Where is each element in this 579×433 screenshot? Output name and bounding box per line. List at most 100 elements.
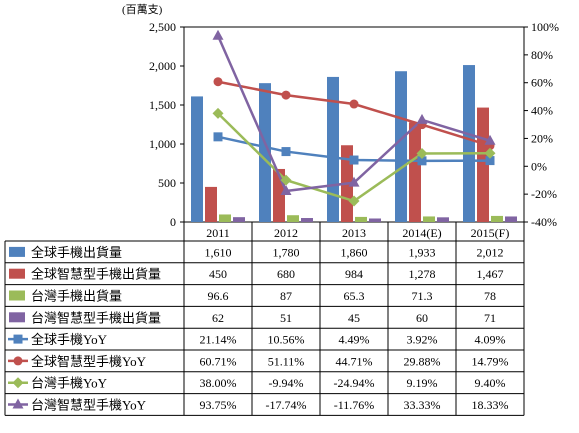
bar — [409, 122, 421, 222]
category-label: 2014(E) — [402, 226, 441, 240]
line-point — [349, 99, 359, 109]
data-label: 60.71% — [200, 354, 237, 368]
legend-entry: 台灣手機出貨量 — [31, 289, 122, 304]
bar — [463, 65, 475, 223]
right-axis-tick-label: 60% — [531, 76, 553, 90]
line-point — [13, 334, 23, 344]
left-axis-tick-label: 2,500 — [149, 20, 176, 34]
legend-swatch — [9, 246, 25, 257]
data-label: 71.3 — [412, 289, 433, 303]
data-label: -24.94% — [334, 376, 375, 390]
data-label: 65.3 — [344, 289, 365, 303]
legend-swatch — [9, 312, 25, 323]
data-label: 51 — [280, 311, 292, 325]
bar — [423, 216, 435, 222]
right-axis-tick-label: -40% — [531, 215, 557, 229]
data-label: 14.79% — [472, 354, 509, 368]
data-label: 10.56% — [268, 333, 305, 347]
bar — [491, 215, 503, 222]
line-point — [213, 132, 223, 142]
data-label: 1,610 — [205, 245, 232, 259]
data-label: 18.33% — [472, 398, 509, 412]
bar — [259, 83, 271, 222]
bar — [287, 215, 299, 222]
data-label: 1,860 — [341, 245, 368, 259]
left-axis-tick-label: 2,000 — [149, 59, 176, 73]
right-axis-tick-label: 20% — [531, 131, 553, 145]
right-axis-tick-label: 100% — [531, 20, 559, 34]
right-axis-tick-label: 40% — [531, 104, 553, 118]
data-label: 9.40% — [475, 376, 506, 390]
line-point — [484, 147, 496, 159]
data-label: 60 — [416, 311, 428, 325]
left-axis-tick-label: 1,500 — [149, 98, 176, 112]
legend-entry: 全球智慧型手機YoY — [31, 354, 147, 369]
bar — [477, 107, 489, 222]
bar — [191, 96, 203, 222]
category-label: 2012 — [274, 226, 298, 240]
data-label: 2,012 — [477, 245, 504, 259]
line-point — [281, 90, 291, 100]
line-point — [213, 77, 223, 87]
line-point — [484, 134, 496, 145]
legend-entry: 台灣智慧型手機出貨量 — [31, 310, 161, 325]
legend-entry: 台灣手機YoY — [31, 376, 108, 391]
legend-entry: 全球智慧型手機出貨量 — [31, 267, 161, 282]
bar — [219, 214, 231, 222]
legend-swatch — [9, 268, 25, 279]
left-axis-tick-label: 0 — [170, 215, 176, 229]
line-point — [485, 156, 495, 166]
data-label: -9.94% — [269, 376, 304, 390]
category-label: 2015(F) — [471, 226, 510, 240]
right-axis-tick-label: 0% — [531, 159, 547, 173]
plot-area — [183, 26, 525, 223]
bar — [205, 186, 217, 222]
data-label: 4.49% — [339, 333, 370, 347]
category-label: 2011 — [206, 226, 230, 240]
data-label: 1,780 — [273, 245, 300, 259]
line-point — [280, 184, 292, 195]
bar — [233, 217, 245, 222]
left-axis-tick-label: 500 — [158, 176, 176, 190]
series-line — [217, 80, 491, 147]
line-point — [349, 155, 359, 165]
data-label: 45 — [348, 311, 360, 325]
left-axis-tick-label: 1,000 — [149, 137, 176, 151]
data-label: 29.88% — [404, 354, 441, 368]
data-label: 984 — [345, 267, 363, 281]
legend-entry: 全球手機出貨量 — [31, 245, 122, 260]
legend-entry: 全球手機YoY — [31, 332, 108, 347]
line-point — [348, 176, 360, 187]
line-point — [212, 107, 224, 119]
data-label: 450 — [209, 267, 227, 281]
data-label: 9.19% — [407, 376, 438, 390]
data-label: 93.75% — [200, 398, 237, 412]
bar — [355, 216, 367, 222]
bar — [437, 217, 449, 222]
line-point — [13, 356, 23, 366]
data-label: 680 — [277, 267, 295, 281]
data-label: 51.11% — [268, 354, 305, 368]
category-label: 2013 — [342, 226, 366, 240]
line-point — [348, 195, 360, 207]
line-point — [417, 156, 427, 166]
line-point — [416, 113, 428, 124]
data-label: 96.6 — [208, 289, 229, 303]
data-label: 4.09% — [475, 333, 506, 347]
line-point — [416, 147, 428, 159]
data-label: 44.71% — [336, 354, 373, 368]
data-label: 3.92% — [407, 333, 438, 347]
data-label: 38.00% — [200, 376, 237, 390]
data-label: 62 — [212, 311, 224, 325]
series-line — [216, 35, 491, 193]
bar — [369, 218, 381, 222]
data-label: 1,467 — [477, 267, 504, 281]
data-label: 1,278 — [409, 267, 436, 281]
data-label: 33.33% — [404, 398, 441, 412]
bar — [505, 216, 517, 222]
data-label: 87 — [280, 289, 292, 303]
line-point — [280, 174, 292, 186]
line-point — [281, 147, 291, 157]
line-point — [12, 377, 24, 389]
